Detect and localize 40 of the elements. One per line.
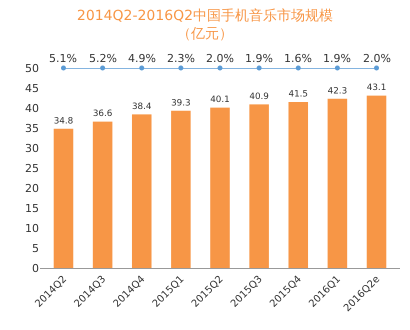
data-label: 34.8 [54,116,74,126]
annotation: 2.3% [167,52,195,65]
bar [366,96,386,268]
y-tick-label: 10 [25,222,39,235]
data-label: 38.4 [132,102,152,112]
annotation: 1.9% [323,52,351,65]
data-label: 39.3 [171,98,191,108]
chart-subtitle: （亿元） [177,26,233,42]
bar [249,104,269,268]
annotation: 1.9% [245,52,273,65]
bar [288,102,308,268]
data-label: 42.3 [328,86,348,96]
bar [132,114,152,268]
bar [210,108,230,268]
annotation: 2.0% [206,52,234,65]
chart-title: 2014Q2-2016Q2中国手机音乐市场规模 [76,8,334,24]
data-label: 41.5 [288,90,308,100]
data-label: 43.1 [366,83,386,94]
annotation: 2.0% [363,52,391,65]
y-tick-label: 0 [32,262,39,275]
data-label: 36.6 [92,109,113,120]
annotation: 4.9% [128,52,156,65]
annotation: 5.2% [89,52,117,65]
bar [54,128,74,268]
y-tick-label: 40 [25,102,39,115]
y-tick-label: 35 [25,122,39,135]
annotation: 1.6% [284,52,312,65]
data-label: 40.1 [210,95,230,106]
y-tick-label: 30 [25,142,39,155]
bar [328,98,348,268]
y-tick-label: 45 [25,82,39,95]
data-label: 40.9 [249,92,269,102]
y-tick-label: 5 [32,242,39,255]
annotation: 5.1% [49,52,77,65]
bar [171,110,191,268]
bar [92,122,112,268]
y-tick-label: 50 [25,62,39,75]
y-tick-label: 25 [25,162,39,175]
y-tick-label: 20 [25,182,39,195]
y-tick-label: 15 [25,202,39,215]
